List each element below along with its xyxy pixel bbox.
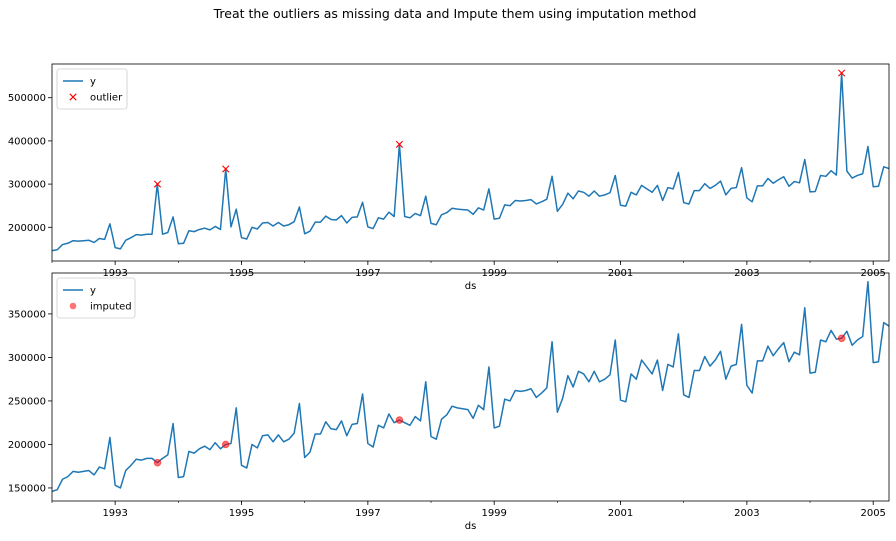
x-tick-label: 1993 bbox=[102, 508, 127, 519]
axes-frame bbox=[51, 272, 890, 502]
x-axis-label: ds bbox=[465, 281, 477, 292]
outlier-marker bbox=[838, 69, 846, 77]
x-tick-label: 2005 bbox=[860, 268, 885, 279]
legend-label: y bbox=[90, 77, 96, 88]
outlier-marker bbox=[153, 180, 162, 188]
y-tick-label: 350000 bbox=[8, 309, 46, 320]
outlier-marker bbox=[395, 140, 404, 148]
legend-marker-swatch bbox=[69, 93, 77, 101]
y-tick-label: 200000 bbox=[8, 223, 46, 234]
legend-label: outlier bbox=[90, 93, 123, 104]
imputed-marker bbox=[221, 440, 230, 449]
x-axis-label: ds bbox=[465, 521, 477, 532]
y-tick-label: 500000 bbox=[8, 93, 46, 104]
x-tick-label: 2003 bbox=[734, 268, 759, 279]
imputed-marker bbox=[153, 458, 162, 467]
series-line-y bbox=[52, 72, 889, 252]
imputed-marker bbox=[837, 334, 846, 343]
legend: y outlier bbox=[56, 68, 128, 110]
y-tick-label: 300000 bbox=[8, 353, 46, 364]
x-tick-label: 1995 bbox=[229, 268, 254, 279]
outlier-marker-stroke bbox=[153, 180, 162, 188]
x-tick-label: 1995 bbox=[229, 508, 254, 519]
x-tick-label: 2003 bbox=[734, 508, 759, 519]
x-tick-label: 1993 bbox=[102, 268, 127, 279]
imputed-marker bbox=[395, 416, 404, 424]
figure-suptitle: Treat the outliers as missing data and I… bbox=[213, 6, 697, 21]
bottom-axes-imputed: 150000 200000 250000 300000 350000 1993 1995 19… bbox=[8, 272, 890, 532]
x-tick-label: 1999 bbox=[481, 268, 506, 279]
top-axes-outliers: 200000 300000 400000 500000 1993 1995 1997 1999… bbox=[8, 63, 890, 292]
x-tick-label: 2001 bbox=[608, 508, 633, 519]
x-tick-label: 1999 bbox=[481, 508, 506, 519]
x-tick-label: 2005 bbox=[860, 508, 885, 519]
outlier-marker bbox=[222, 165, 230, 173]
outlier-marker-stroke bbox=[838, 69, 846, 77]
y-tick-label: 300000 bbox=[8, 180, 46, 191]
plot-area bbox=[52, 69, 889, 252]
outlier-marker-stroke bbox=[222, 165, 230, 173]
plot-area bbox=[52, 280, 889, 493]
legend-box bbox=[56, 277, 136, 319]
y-tick-label: 150000 bbox=[8, 483, 46, 494]
legend: y imputed bbox=[56, 277, 136, 319]
axes-frame bbox=[51, 63, 890, 262]
outlier-marker-stroke bbox=[395, 140, 404, 148]
series-line-y bbox=[52, 280, 889, 493]
x-tick-label: 2001 bbox=[608, 268, 633, 279]
y-tick-label: 250000 bbox=[8, 396, 46, 407]
y-tick-label: 400000 bbox=[8, 136, 46, 147]
legend-marker-swatch bbox=[69, 302, 77, 310]
legend-label: imputed bbox=[90, 302, 132, 313]
x-tick-label: 1997 bbox=[355, 268, 380, 279]
y-tick-label: 200000 bbox=[8, 440, 46, 451]
x-tick-label: 1997 bbox=[355, 508, 380, 519]
legend-label: y bbox=[90, 286, 96, 297]
